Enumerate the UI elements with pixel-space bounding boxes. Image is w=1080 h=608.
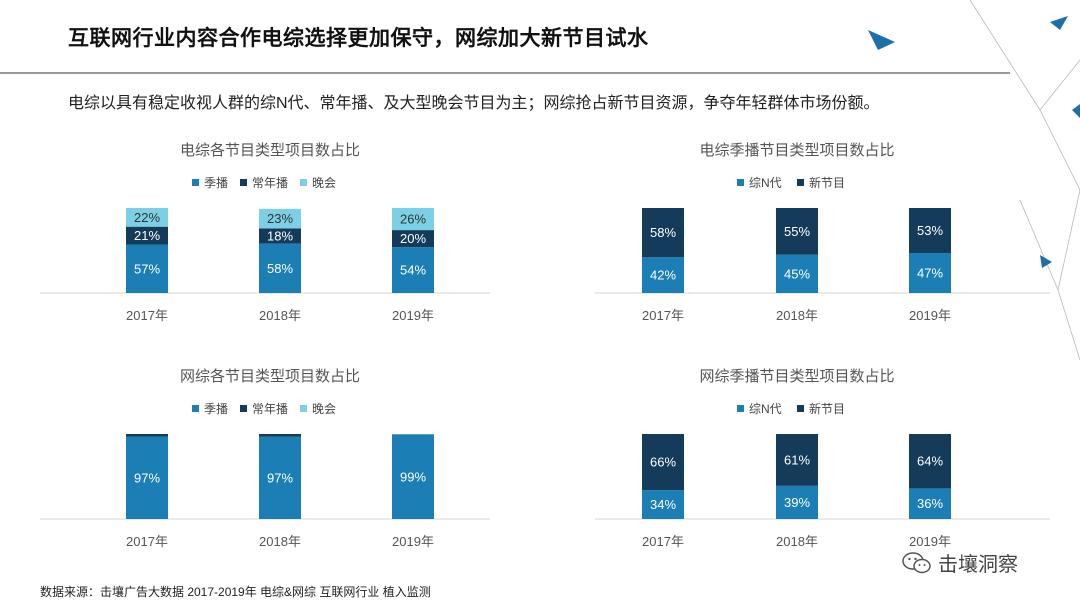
bar-segment bbox=[642, 208, 684, 258]
bar-segment bbox=[126, 436, 168, 519]
x-tick-label: 2018年 bbox=[776, 534, 818, 549]
bar-segment bbox=[776, 485, 818, 519]
chart-title: 网综季播节目类型项目数占比 bbox=[699, 368, 894, 385]
data-label: 20% bbox=[400, 231, 426, 246]
legend-swatch bbox=[240, 179, 247, 186]
legend-swatch bbox=[300, 405, 307, 412]
data-label: 22% bbox=[134, 210, 160, 225]
x-tick-label: 2017年 bbox=[642, 308, 684, 323]
legend-swatch bbox=[797, 179, 804, 186]
legend-label: 晚会 bbox=[312, 402, 336, 416]
legend-swatch bbox=[300, 179, 307, 186]
bar-segment bbox=[392, 247, 434, 293]
title-divider bbox=[0, 72, 1010, 74]
legend-swatch bbox=[797, 405, 804, 412]
bar-segment bbox=[259, 434, 301, 437]
data-label: 66% bbox=[650, 455, 676, 470]
data-label: 58% bbox=[650, 225, 676, 240]
data-label: 57% bbox=[134, 261, 160, 276]
x-tick-label: 2019年 bbox=[909, 308, 951, 323]
bar-segment bbox=[259, 208, 301, 229]
data-label: 61% bbox=[784, 452, 810, 467]
bar-segment bbox=[642, 434, 684, 491]
x-tick-label: 2017年 bbox=[642, 534, 684, 549]
bar-segment bbox=[776, 254, 818, 293]
data-label: 47% bbox=[917, 266, 943, 281]
x-tick-label: 2019年 bbox=[392, 534, 434, 549]
data-source-note: 数据来源：击壤广告大数据 2017-2019年 电综&网综 互联网行业 植入监测 bbox=[40, 585, 431, 599]
legend-label: 综N代 bbox=[749, 176, 782, 190]
brand-name: 击壤洞察 bbox=[938, 554, 1018, 576]
bar-segment bbox=[259, 228, 301, 244]
bar-segment bbox=[642, 490, 684, 519]
chart-title: 电综季播节目类型项目数占比 bbox=[699, 142, 894, 159]
bar-segment bbox=[909, 208, 951, 254]
bar-segment bbox=[776, 208, 818, 255]
x-tick-label: 2019年 bbox=[909, 534, 951, 549]
bar-segment bbox=[392, 230, 434, 248]
data-label: 53% bbox=[917, 223, 943, 238]
data-label: 45% bbox=[784, 266, 810, 281]
data-label: 39% bbox=[784, 495, 810, 510]
data-label: 36% bbox=[917, 496, 943, 511]
legend-swatch bbox=[192, 405, 199, 412]
bar-segment bbox=[392, 208, 434, 231]
legend-label: 综N代 bbox=[749, 402, 782, 416]
chart-title: 电综各节目类型项目数占比 bbox=[180, 142, 360, 159]
bar-segment bbox=[126, 244, 168, 293]
bar-segment bbox=[126, 226, 168, 245]
x-tick-label: 2019年 bbox=[392, 308, 434, 323]
bar-segment bbox=[126, 208, 168, 227]
data-label: 97% bbox=[267, 470, 293, 485]
bar-segment bbox=[392, 434, 434, 519]
data-label: 58% bbox=[267, 261, 293, 276]
legend-swatch bbox=[192, 179, 199, 186]
data-label: 55% bbox=[784, 224, 810, 239]
x-tick-label: 2018年 bbox=[776, 308, 818, 323]
data-label: 18% bbox=[267, 229, 293, 244]
data-label: 26% bbox=[400, 212, 426, 227]
legend-swatch bbox=[240, 405, 247, 412]
data-label: 34% bbox=[650, 497, 676, 512]
data-label: 54% bbox=[400, 263, 426, 278]
page-subtitle: 电综以具有稳定收视人群的综N代、常年播、及大型晚会节目为主；网综抢占新节目资源，… bbox=[68, 95, 880, 112]
legend-label: 新节目 bbox=[809, 175, 845, 190]
x-tick-label: 2018年 bbox=[259, 534, 301, 549]
legend-label: 季播 bbox=[204, 176, 228, 190]
data-label: 23% bbox=[267, 211, 293, 226]
legend-label: 常年播 bbox=[252, 176, 288, 190]
bar-segment bbox=[259, 243, 301, 293]
data-label: 64% bbox=[917, 454, 943, 469]
bar-segment bbox=[776, 434, 818, 486]
data-label: 42% bbox=[650, 268, 676, 283]
bar-segment bbox=[259, 436, 301, 519]
data-label: 21% bbox=[134, 228, 160, 243]
bar-segment bbox=[909, 488, 951, 519]
brand-signature: 击壤洞察 bbox=[902, 548, 1018, 577]
data-label: 99% bbox=[400, 469, 426, 484]
bar-segment bbox=[909, 253, 951, 293]
bar-segment bbox=[909, 434, 951, 489]
legend-label: 新节目 bbox=[809, 401, 845, 416]
legend-swatch bbox=[737, 179, 744, 186]
bar-segment bbox=[126, 434, 168, 437]
data-label: 97% bbox=[134, 470, 160, 485]
wechat-icon bbox=[902, 551, 931, 573]
legend-swatch bbox=[737, 405, 744, 412]
legend-label: 常年播 bbox=[252, 402, 288, 416]
bar-segment bbox=[642, 257, 684, 293]
legend-label: 晚会 bbox=[312, 176, 336, 190]
x-tick-label: 2017年 bbox=[126, 308, 168, 323]
legend-label: 季播 bbox=[204, 402, 228, 416]
x-tick-label: 2018年 bbox=[259, 308, 301, 323]
chart-title: 网综各节目类型项目数占比 bbox=[180, 368, 360, 385]
x-tick-label: 2017年 bbox=[126, 534, 168, 549]
page-title: 互联网行业内容合作电综选择更加保守，网综加大新节目试水 bbox=[68, 27, 649, 50]
